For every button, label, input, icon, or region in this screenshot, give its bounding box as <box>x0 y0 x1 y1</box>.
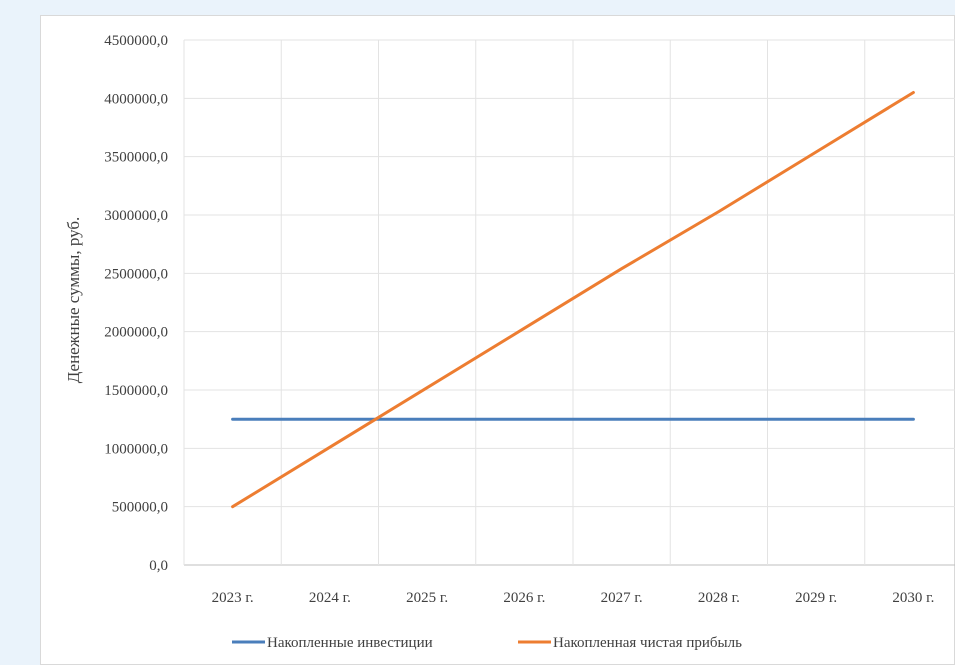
y-tick-label: 2000000,0 <box>104 325 168 341</box>
chart-legend: Накопленные инвестиции Накопленная чистая… <box>232 635 742 651</box>
x-axis-ticks: 2023 г. 2024 г. 2025 г. 2026 г. 2027 г. 2028 … <box>212 590 935 606</box>
x-tick-label: 2026 г. <box>503 590 545 606</box>
x-tick-label: 2024 г. <box>309 590 351 606</box>
series-line-1 <box>231 91 915 509</box>
legend-label: Накопленная чистая прибыль <box>553 635 742 651</box>
x-tick-label: 2023 г. <box>212 590 254 606</box>
y-tick-label: 0,0 <box>149 558 168 574</box>
y-tick-label: 4500000,0 <box>104 33 168 49</box>
x-tick-label: 2027 г. <box>601 590 643 606</box>
y-axis-ticks: 0,0 500000,0 1000000,0 1500000,0 2000000,0 25… <box>104 33 168 574</box>
y-tick-label: 3500000,0 <box>104 150 168 166</box>
y-tick-label: 500000,0 <box>112 500 168 516</box>
y-axis-label: Денежные суммы, руб. <box>64 217 83 384</box>
y-tick-label: 1500000,0 <box>104 383 168 399</box>
y-tick-label: 4000000,0 <box>104 91 168 107</box>
y-tick-label: 3000000,0 <box>104 208 168 224</box>
x-tick-label: 2025 г. <box>406 590 448 606</box>
x-tick-label: 2029 г. <box>795 590 837 606</box>
chart-series <box>231 91 915 509</box>
x-tick-label: 2028 г. <box>698 590 740 606</box>
chart-panel <box>40 15 955 665</box>
x-tick-label: 2030 г. <box>892 590 934 606</box>
chart-grid <box>183 39 955 566</box>
y-tick-label: 1000000,0 <box>104 441 168 457</box>
legend-label: Накопленные инвестиции <box>267 635 433 651</box>
y-tick-label: 2500000,0 <box>104 266 168 282</box>
